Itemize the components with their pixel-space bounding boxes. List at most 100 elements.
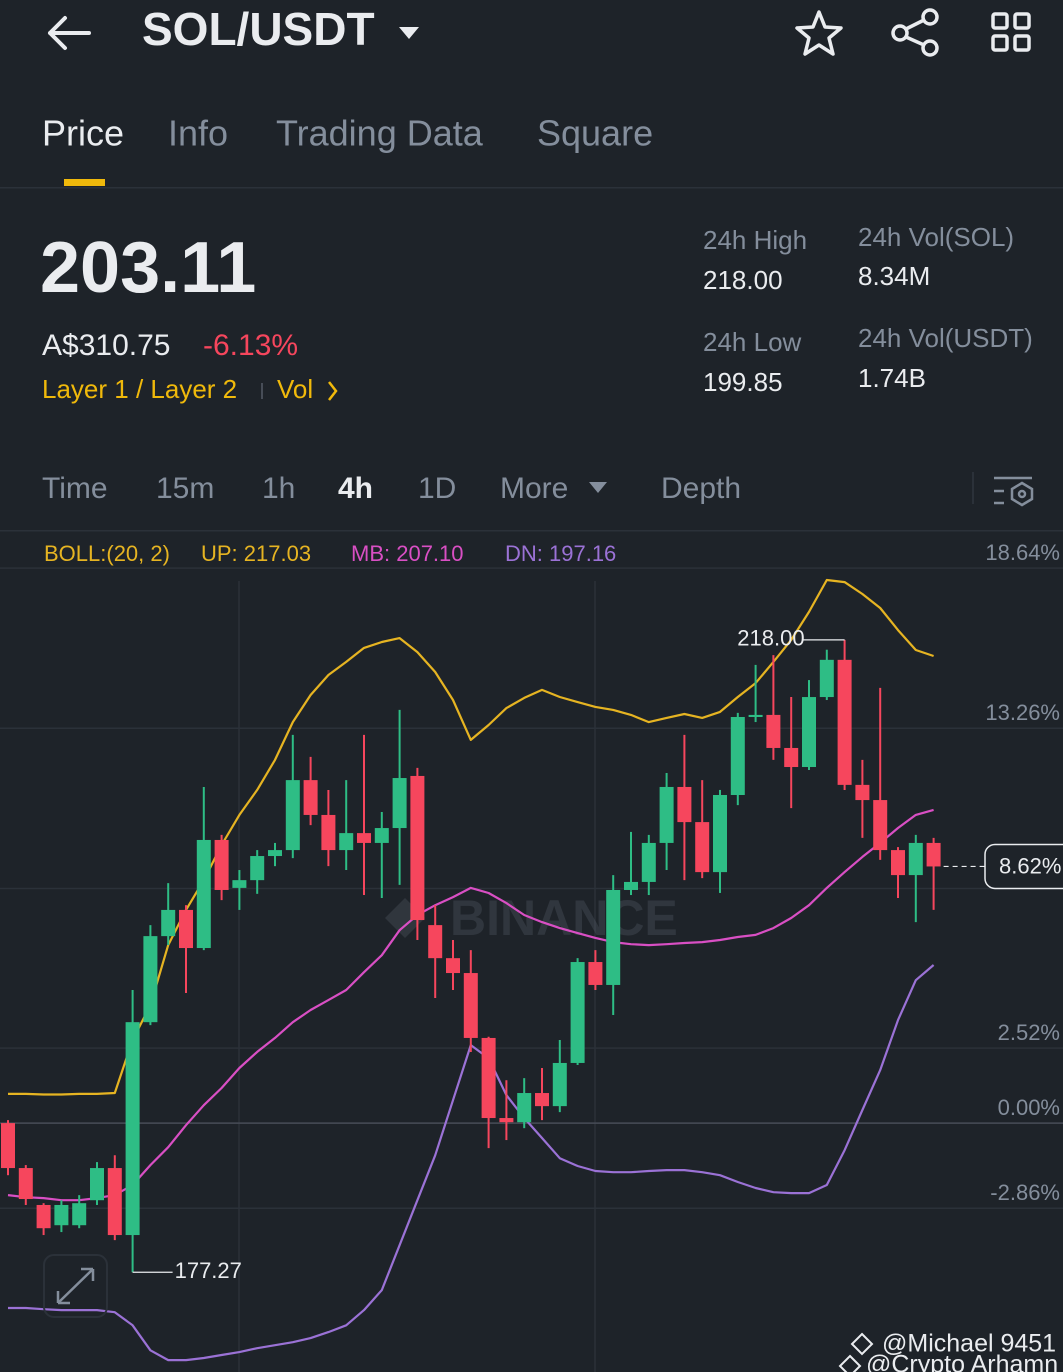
last-price: 203.11 [40, 228, 256, 308]
pair-title[interactable]: SOL/USDT [142, 3, 375, 55]
candle-body [624, 881, 638, 890]
candle-body [481, 1037, 496, 1119]
candle-body [232, 880, 247, 888]
candle-body [72, 1203, 87, 1226]
vol-link[interactable]: Vol [277, 374, 313, 404]
stat-value: 218.00 [703, 265, 783, 295]
indicator-line [7, 808, 934, 1202]
stat-label: 24h Vol(USDT) [858, 323, 1033, 353]
candle-body [766, 714, 781, 748]
candle-body [837, 659, 852, 785]
candle-body [926, 842, 941, 867]
separator [972, 472, 974, 504]
candle-body [588, 962, 603, 985]
separator [261, 383, 263, 399]
candle-body [446, 958, 460, 974]
min-annotation: 177.27 [175, 1258, 242, 1283]
indicator-label: BOLL:(20, 2) [44, 541, 170, 566]
candle-body [250, 856, 265, 881]
candle-body [802, 697, 816, 768]
chart-settings-icon[interactable] [994, 476, 1034, 507]
candle-body [179, 909, 193, 949]
candle-body [196, 839, 211, 949]
candle-body [54, 1204, 69, 1226]
interval-tab[interactable]: Depth [661, 472, 741, 505]
interval-tab[interactable]: 4h [338, 472, 373, 505]
chevron [328, 381, 338, 401]
tab[interactable]: Info [168, 113, 228, 154]
candle-body [463, 973, 478, 1038]
candle-body [18, 1168, 33, 1200]
price-change: -6.13% [203, 329, 298, 362]
stat-label: 24h Vol(SOL) [858, 222, 1014, 252]
watermark: BINANCE [450, 890, 678, 946]
candle-body [552, 1062, 567, 1107]
last-price-box [984, 843, 1063, 890]
stat-value: 1.74B [858, 363, 926, 393]
tag-link[interactable]: Layer 1 / Layer 2 [42, 374, 237, 404]
candle-body [535, 1093, 549, 1107]
labels: BOLL:(20, 2) 18.64%13.26%7.88%2.52%0.00%… [44, 540, 1063, 1283]
interval-tab[interactable]: 1D [418, 472, 456, 505]
stat-value: 199.85 [703, 367, 783, 397]
candle-body [784, 747, 799, 768]
candle-body [374, 828, 389, 843]
y-tick-label: 13.26% [985, 700, 1060, 725]
candle-body [268, 850, 282, 857]
candle-body [107, 1168, 122, 1236]
candle-body [677, 786, 692, 823]
candle-body [517, 1093, 532, 1123]
legend-entry: UP: 217.03 [201, 541, 311, 566]
interval-tab[interactable]: 1h [262, 472, 295, 505]
footer-watermark-logo [838, 1332, 874, 1372]
y-tick-label: 18.64% [985, 540, 1060, 565]
legend-entry: DN: 197.16 [505, 541, 616, 566]
candle-body [1, 1123, 15, 1169]
fullscreen-button[interactable] [43, 1254, 108, 1318]
tab[interactable]: Price [42, 113, 124, 154]
legend-entry: MB: 207.10 [351, 541, 464, 566]
max-annotation: 218.00 [737, 626, 804, 651]
share-icon[interactable] [891, 8, 939, 57]
stat-value: 8.34M [858, 261, 930, 291]
candle-body [908, 842, 923, 876]
stat-label: 24h Low [703, 327, 802, 357]
fiat-price: A$310.75 [42, 329, 170, 362]
more-dropdown[interactable] [589, 482, 607, 493]
candle-body [285, 780, 300, 851]
pair-dropdown[interactable] [399, 27, 419, 39]
candle-body [357, 833, 371, 843]
divider [0, 187, 1063, 189]
footer-watermark: @Michael 9451 [882, 1330, 1056, 1358]
interval-tab[interactable]: Time [42, 472, 108, 505]
interval-tab[interactable]: 15m [156, 472, 214, 505]
fullscreen-icon [56, 1267, 95, 1305]
candle-body [748, 714, 763, 717]
candle-body [125, 1022, 140, 1236]
candle-body [873, 800, 888, 851]
interval-tab[interactable]: More [500, 472, 568, 505]
stat-label: 24h High [703, 225, 807, 255]
candle-body [321, 814, 336, 851]
candle-body [339, 833, 354, 851]
last-price-label: 8.62% [999, 853, 1061, 878]
tab[interactable]: Trading Data [276, 113, 484, 154]
candle-body [36, 1204, 51, 1229]
candle-body [303, 780, 318, 815]
candle-body [499, 1118, 514, 1123]
favorite-icon[interactable] [795, 10, 843, 56]
candle-body [410, 775, 425, 921]
back-button[interactable] [48, 16, 91, 50]
candle-body [641, 842, 656, 882]
candle-body [819, 659, 834, 698]
tab[interactable]: Square [537, 113, 653, 154]
candle-body [90, 1168, 104, 1201]
apps-icon[interactable] [991, 12, 1031, 52]
candle-body [713, 795, 727, 873]
candle-body [730, 716, 745, 796]
active-tab-indicator [64, 179, 105, 186]
y-tick-label: 2.52% [998, 1020, 1060, 1045]
candle-body [891, 850, 905, 876]
